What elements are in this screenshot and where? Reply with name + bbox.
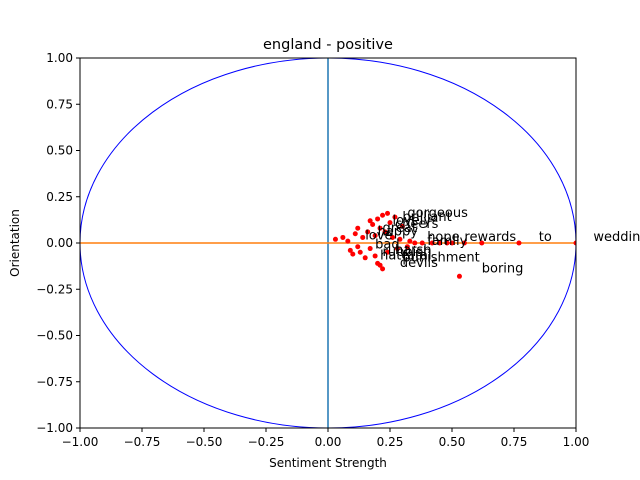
x-tick-label: −1.00 [62,435,99,449]
data-point [516,240,522,246]
data-point [419,240,425,246]
chart-title: england - positive [263,37,393,53]
data-point [382,229,388,235]
data-point [449,240,455,246]
data-point [380,266,386,272]
word-label: fatal [402,249,431,264]
data-point [352,231,358,237]
word-label: hope [427,230,459,245]
x-tick-label: −0.25 [248,435,285,449]
y-tick-label: −0.25 [36,282,73,296]
data-point [375,216,381,222]
word-label: brilliant [402,210,451,225]
data-point [394,246,400,252]
data-point [412,240,418,246]
x-tick-label: 1.00 [563,435,590,449]
y-tick-label: 1.00 [46,51,73,65]
data-point [340,234,346,240]
y-axis-label: Orientation [8,209,22,277]
word-label: rubbish [383,245,432,260]
y-tick-label: −0.75 [36,375,73,389]
data-point [385,249,391,255]
x-tick-label: 0.50 [439,435,466,449]
word-label: great [383,221,417,236]
word-label: devils [400,256,438,271]
y-tick-label: −0.50 [36,329,73,343]
y-tick-label: 0.75 [46,97,73,111]
data-point [392,214,398,220]
data-point [444,240,450,246]
data-point [389,234,395,240]
data-point [437,240,443,246]
data-point [345,238,351,244]
data-point [377,225,383,231]
data-point [355,225,361,231]
word-label: boring [482,262,524,277]
x-axis-label: Sentiment Strength [269,456,387,470]
data-point [365,229,371,235]
data-point [332,236,338,242]
data-point [377,262,383,268]
data-point [429,240,435,246]
data-point [479,240,485,246]
data-point [385,210,391,216]
data-point [367,218,373,224]
data-point [372,253,378,259]
data-point [350,251,356,257]
word-label: harsh [395,243,432,258]
data-point [370,222,376,227]
plot-area [80,58,576,428]
word-label: love [365,228,392,243]
data-point [367,246,373,252]
data-point [404,244,410,250]
data-point [357,249,363,255]
y-tick-label: −1.00 [36,421,73,435]
x-tick-label: 0.25 [377,435,404,449]
data-point [362,255,368,261]
data-point [456,273,462,279]
x-tick-label: 0.75 [501,435,528,449]
data-point [355,244,361,250]
data-point [347,247,353,253]
y-axis: 1.00 0.75 0.50 0.25 0.00 −0.25 −0.50 −0.75 −1.00 [36,51,80,435]
data-point [407,238,413,244]
data-point [380,212,386,218]
data-point [397,236,403,242]
data-point [573,240,576,246]
x-tick-label: −0.75 [124,435,161,449]
x-axis: −1.00 −0.75 −0.50 −0.25 0.00 0.25 0.50 0.75 1.00 [62,428,590,449]
y-tick-label: 0.25 [46,190,73,204]
data-point [387,220,393,226]
word-label: happy [378,225,419,240]
word-label: bad [375,238,399,253]
word-label: gorgeous [407,206,468,221]
x-tick-label: 0.00 [315,435,342,449]
word-label: lovely [392,214,431,229]
word-label: rewards [464,230,516,245]
y-tick-label: 0.50 [46,144,73,158]
data-point [360,234,366,240]
word-label: cheers [395,217,439,232]
y-tick-label: 0.00 [46,236,73,250]
data-point [372,233,378,239]
word-label: wedding [593,230,640,245]
data-point [461,240,467,246]
data-point [399,223,405,229]
word-label: hate [380,249,409,264]
word-label: punishment [402,251,479,266]
x-tick-label: −0.50 [186,435,223,449]
word-label: to [539,230,552,245]
word-label: family [427,234,467,249]
word-labels: gorgeousbrilliantlovelycheersgreathappyl… [365,206,640,277]
